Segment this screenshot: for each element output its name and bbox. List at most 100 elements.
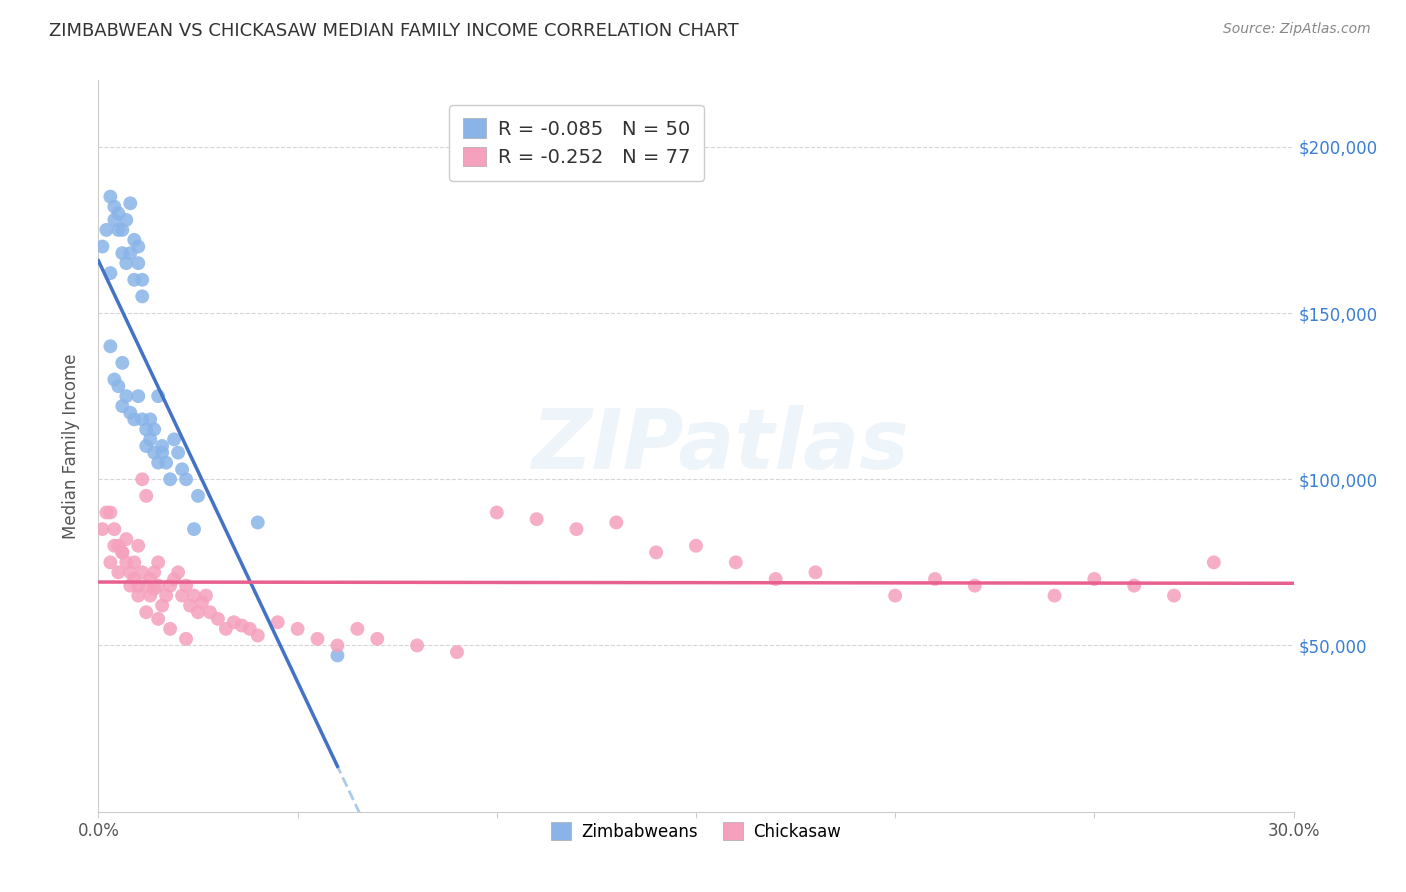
Point bbox=[765, 572, 787, 586]
Point bbox=[103, 522, 125, 536]
Point bbox=[1202, 555, 1225, 569]
Point bbox=[150, 445, 173, 459]
Point bbox=[127, 589, 149, 603]
Point bbox=[111, 246, 134, 260]
Point bbox=[131, 289, 153, 303]
Point bbox=[96, 506, 118, 520]
Point bbox=[167, 566, 190, 580]
Point bbox=[231, 618, 253, 632]
Point bbox=[1163, 589, 1185, 603]
Point bbox=[103, 200, 125, 214]
Text: ZIMBABWEAN VS CHICKASAW MEDIAN FAMILY INCOME CORRELATION CHART: ZIMBABWEAN VS CHICKASAW MEDIAN FAMILY IN… bbox=[49, 22, 740, 40]
Point bbox=[565, 522, 588, 536]
Point bbox=[96, 223, 118, 237]
Point bbox=[287, 622, 309, 636]
Point bbox=[195, 589, 218, 603]
Point bbox=[143, 422, 166, 436]
Point bbox=[120, 196, 142, 211]
Point bbox=[924, 572, 946, 586]
Legend: Zimbabweans, Chickasaw: Zimbabweans, Chickasaw bbox=[544, 816, 848, 847]
Point bbox=[127, 539, 149, 553]
Point bbox=[120, 566, 142, 580]
Point bbox=[127, 256, 149, 270]
Point bbox=[143, 582, 166, 596]
Point bbox=[91, 522, 114, 536]
Point bbox=[111, 223, 134, 237]
Point bbox=[222, 615, 245, 630]
Point bbox=[143, 445, 166, 459]
Point bbox=[724, 555, 747, 569]
Point bbox=[131, 566, 153, 580]
Point bbox=[172, 462, 194, 476]
Point bbox=[406, 639, 429, 653]
Point bbox=[485, 506, 508, 520]
Point bbox=[124, 555, 146, 569]
Point bbox=[98, 555, 122, 569]
Point bbox=[107, 539, 129, 553]
Point bbox=[115, 213, 138, 227]
Point bbox=[127, 239, 149, 253]
Point bbox=[346, 622, 368, 636]
Point bbox=[120, 246, 142, 260]
Point bbox=[103, 539, 125, 553]
Point bbox=[155, 456, 177, 470]
Point bbox=[115, 389, 138, 403]
Point bbox=[98, 189, 122, 203]
Point bbox=[115, 532, 138, 546]
Point bbox=[139, 572, 162, 586]
Point bbox=[246, 516, 269, 530]
Point bbox=[139, 412, 162, 426]
Point bbox=[107, 379, 129, 393]
Point bbox=[326, 639, 349, 653]
Point bbox=[98, 266, 122, 280]
Point bbox=[131, 412, 153, 426]
Point bbox=[163, 433, 186, 447]
Point bbox=[91, 239, 114, 253]
Point bbox=[187, 489, 209, 503]
Point bbox=[135, 439, 157, 453]
Point bbox=[307, 632, 329, 646]
Point bbox=[1043, 589, 1066, 603]
Point bbox=[159, 622, 181, 636]
Point bbox=[107, 223, 129, 237]
Point bbox=[150, 439, 173, 453]
Point bbox=[159, 472, 181, 486]
Point bbox=[884, 589, 907, 603]
Text: Source: ZipAtlas.com: Source: ZipAtlas.com bbox=[1223, 22, 1371, 37]
Point bbox=[804, 566, 827, 580]
Point bbox=[605, 516, 627, 530]
Point bbox=[239, 622, 262, 636]
Point bbox=[246, 628, 269, 642]
Point bbox=[159, 579, 181, 593]
Point bbox=[963, 579, 986, 593]
Text: ZIPatlas: ZIPatlas bbox=[531, 406, 908, 486]
Point bbox=[135, 422, 157, 436]
Point bbox=[179, 599, 201, 613]
Point bbox=[148, 555, 170, 569]
Point bbox=[135, 489, 157, 503]
Point bbox=[120, 579, 142, 593]
Point bbox=[107, 566, 129, 580]
Point bbox=[191, 595, 214, 609]
Point bbox=[127, 389, 149, 403]
Point bbox=[98, 339, 122, 353]
Point bbox=[172, 589, 194, 603]
Point bbox=[215, 622, 238, 636]
Point bbox=[267, 615, 290, 630]
Point bbox=[685, 539, 707, 553]
Point bbox=[115, 555, 138, 569]
Point bbox=[124, 412, 146, 426]
Point bbox=[446, 645, 468, 659]
Point bbox=[148, 579, 170, 593]
Point bbox=[131, 273, 153, 287]
Point bbox=[187, 605, 209, 619]
Point bbox=[526, 512, 548, 526]
Point bbox=[1083, 572, 1105, 586]
Point bbox=[148, 456, 170, 470]
Point bbox=[167, 445, 190, 459]
Point bbox=[107, 206, 129, 220]
Point bbox=[645, 545, 668, 559]
Point bbox=[111, 545, 134, 559]
Point bbox=[183, 589, 205, 603]
Point bbox=[103, 372, 125, 386]
